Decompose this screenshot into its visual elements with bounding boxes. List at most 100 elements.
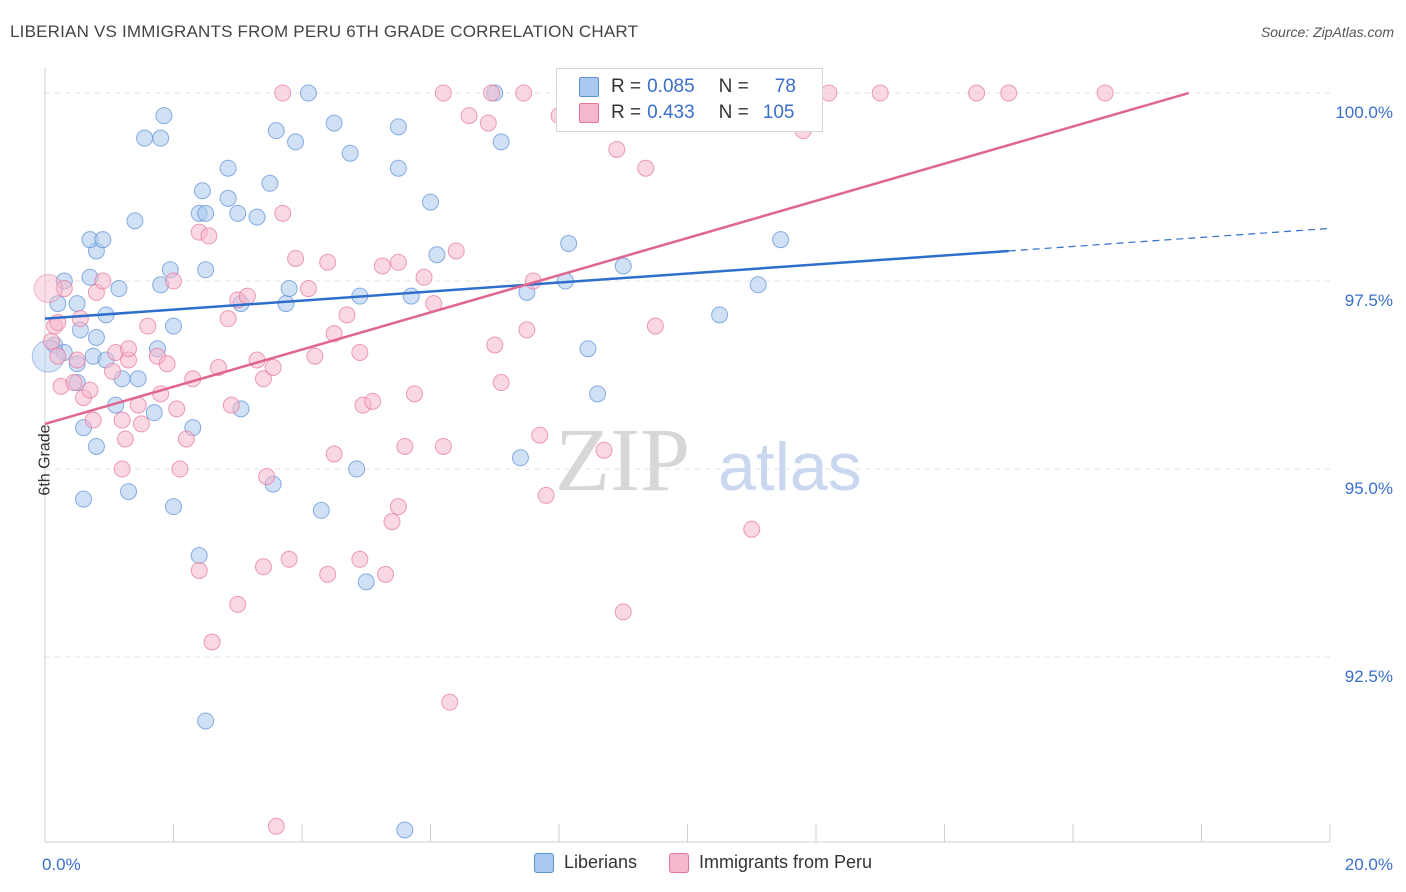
- data-point: [402, 287, 420, 305]
- data-point: [197, 204, 215, 222]
- data-point: [422, 193, 439, 211]
- data-point: [518, 321, 536, 339]
- legend-item-liberians[interactable]: Liberians: [533, 852, 637, 873]
- legend-r-label: R =: [611, 102, 642, 123]
- y-tick-label: 92.5%: [1345, 667, 1393, 686]
- data-point: [42, 332, 60, 350]
- data-point: [389, 253, 407, 271]
- data-point: [338, 306, 356, 324]
- data-point: [614, 257, 632, 275]
- legend-r-label: R =: [611, 76, 642, 97]
- data-point: [447, 242, 465, 260]
- data-point: [68, 351, 86, 369]
- data-point: [219, 310, 237, 328]
- data-point: [238, 287, 256, 305]
- chart-source: Source: ZipAtlas.com: [1260, 24, 1394, 40]
- data-point: [357, 573, 375, 591]
- data-point: [65, 374, 83, 392]
- data-point: [267, 122, 285, 140]
- data-point: [120, 340, 138, 358]
- data-point: [614, 603, 632, 621]
- data-point: [396, 821, 414, 839]
- data-point: [483, 84, 501, 102]
- data-point: [165, 498, 182, 516]
- data-point: [219, 159, 237, 177]
- data-point: [348, 460, 366, 478]
- data-point: [389, 498, 407, 516]
- data-point: [589, 385, 607, 403]
- data-point: [646, 317, 664, 335]
- data-point: [113, 460, 131, 478]
- data-point: [492, 133, 510, 151]
- legend-swatch-peru: [669, 852, 689, 873]
- data-point: [155, 107, 173, 125]
- data-point: [277, 295, 295, 313]
- legend-n-value: 78: [774, 76, 796, 97]
- data-point: [319, 253, 337, 271]
- data-point: [389, 118, 407, 136]
- data-point: [299, 84, 317, 102]
- data-point: [405, 385, 423, 403]
- data-point: [158, 355, 176, 373]
- series-liberians: [31, 84, 790, 839]
- data-point: [351, 550, 369, 568]
- data-point: [219, 189, 237, 207]
- data-point: [177, 430, 195, 448]
- y-axis-label: 6th Grade: [36, 424, 54, 496]
- data-point: [968, 84, 986, 102]
- legend-label-peru: Immigrants from Peru: [699, 852, 873, 872]
- data-point: [511, 449, 529, 467]
- data-point: [434, 84, 452, 102]
- data-point: [306, 347, 324, 365]
- data-point: [190, 562, 208, 580]
- data-point: [531, 426, 549, 444]
- x-tick-label: 0.0%: [42, 855, 81, 874]
- data-point: [203, 633, 221, 651]
- data-point: [486, 336, 504, 354]
- data-point: [49, 347, 67, 365]
- x-tick-label: 20.0%: [1345, 855, 1393, 874]
- legend-r-value: 0.085: [647, 76, 695, 97]
- data-point: [222, 396, 240, 414]
- data-point: [261, 174, 279, 192]
- data-point: [68, 295, 86, 313]
- data-point: [129, 370, 147, 388]
- data-point: [254, 558, 272, 576]
- data-point: [120, 483, 138, 501]
- trend-line-extension: [1008, 227, 1331, 252]
- data-point: [460, 107, 478, 125]
- trend-line: [44, 91, 1189, 426]
- data-point: [364, 392, 382, 410]
- data-point: [319, 565, 337, 583]
- data-point: [434, 437, 452, 455]
- axes: [44, 68, 1331, 843]
- data-point: [373, 257, 391, 275]
- legend-item-peru[interactable]: Immigrants from Peru: [669, 852, 872, 873]
- data-point: [415, 268, 433, 286]
- data-point: [71, 310, 89, 328]
- data-point: [396, 437, 414, 455]
- chart-title: LIBERIAN VS IMMIGRANTS FROM PERU 6TH GRA…: [10, 22, 639, 41]
- data-point: [441, 693, 459, 711]
- data-point: [579, 340, 597, 358]
- data-point: [165, 272, 182, 290]
- data-point: [171, 460, 189, 478]
- data-point: [274, 204, 292, 222]
- data-point: [515, 84, 533, 102]
- data-point: [126, 212, 144, 230]
- data-point: [595, 441, 613, 459]
- data-point: [75, 490, 93, 508]
- data-point: [383, 513, 401, 531]
- y-tick-label: 100.0%: [1335, 103, 1393, 122]
- data-point: [280, 550, 298, 568]
- data-point: [749, 276, 767, 294]
- data-point: [428, 246, 446, 264]
- legend-row-peru: R = 0.433 N = 105: [579, 100, 794, 126]
- data-point: [229, 595, 247, 613]
- data-point: [33, 274, 63, 304]
- data-point: [820, 84, 838, 102]
- data-point: [637, 159, 655, 177]
- data-point: [1000, 84, 1018, 102]
- data-point: [197, 712, 215, 730]
- data-point: [152, 129, 170, 147]
